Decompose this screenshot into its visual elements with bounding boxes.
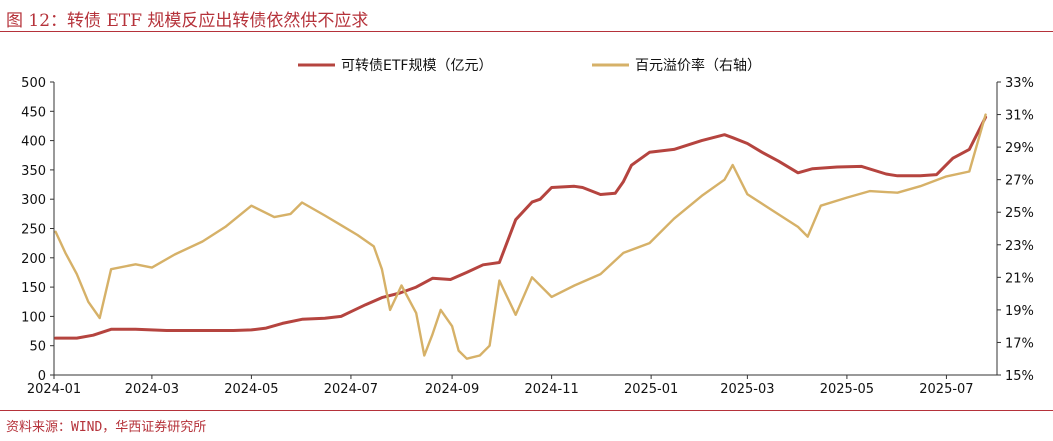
- y-right-tick-label: 19%: [1005, 304, 1034, 319]
- y-left-tick-label: 450: [21, 105, 46, 120]
- dual-axis-line-chart: 可转债ETF规模（亿元） 百元溢价率（右轴） 0 50 100 150 200 250 30…: [21, 57, 1034, 397]
- title-divider: [0, 31, 1053, 32]
- footer-divider: [0, 410, 1053, 411]
- legend-label-premium-rate: 百元溢价率（右轴）: [635, 57, 761, 74]
- y-left-tick-label: 350: [21, 164, 46, 179]
- series-line-etf-size: [54, 115, 988, 340]
- y-right-tick-label: 29%: [1005, 141, 1034, 156]
- y-right-tick-label: 33%: [1005, 76, 1034, 91]
- x-tick-label: 2025-01: [624, 382, 678, 397]
- x-tick-label: 2024-03: [125, 382, 179, 397]
- y-left-tick-label: 150: [21, 281, 46, 296]
- series-lines: [54, 113, 988, 360]
- x-tick-label: 2024-01: [27, 382, 81, 397]
- series-line-premium-rate: [54, 113, 987, 360]
- x-tick-label: 2025-03: [720, 382, 774, 397]
- x-tick-label: 2025-05: [820, 382, 874, 397]
- y-left-tick-label: 100: [21, 310, 46, 325]
- y-right-tick-label: 27%: [1005, 174, 1034, 189]
- y-right-tick-label: 31%: [1005, 109, 1034, 124]
- source-note: 资料来源：WIND，华西证券研究所: [6, 420, 207, 435]
- legend-label-etf-size: 可转债ETF规模（亿元）: [341, 58, 492, 74]
- y-left-tick-label: 50: [29, 340, 46, 355]
- x-tick-label: 2024-05: [224, 382, 278, 397]
- y-left-tick-label: 500: [21, 76, 46, 91]
- figure-title: 图 12：转债 ETF 规模反应出转债依然供不应求: [6, 11, 369, 31]
- x-tick-label: 2024-11: [524, 382, 578, 397]
- axes: 0 50 100 150 200 250 300 350 400 450 500 15% 17% 19% 2…: [21, 76, 1034, 397]
- y-left-tick-label: 250: [21, 223, 46, 238]
- y-right-tick-label: 21%: [1005, 271, 1034, 286]
- y-left-tick-label: 300: [21, 193, 46, 208]
- y-right-tick-label: 15%: [1005, 369, 1034, 384]
- y-left-tick-label: 400: [21, 135, 46, 150]
- y-left-tick-label: 200: [21, 252, 46, 267]
- legend: 可转债ETF规模（亿元） 百元溢价率（右轴）: [298, 57, 761, 74]
- x-tick-label: 2025-07: [919, 382, 973, 397]
- y-left-tick-label: 0: [38, 369, 46, 384]
- y-right-tick-label: 25%: [1005, 206, 1034, 221]
- y-right-tick-label: 17%: [1005, 336, 1034, 351]
- x-tick-label: 2024-09: [425, 382, 479, 397]
- y-right-tick-label: 23%: [1005, 239, 1034, 254]
- x-tick-label: 2024-07: [324, 382, 378, 397]
